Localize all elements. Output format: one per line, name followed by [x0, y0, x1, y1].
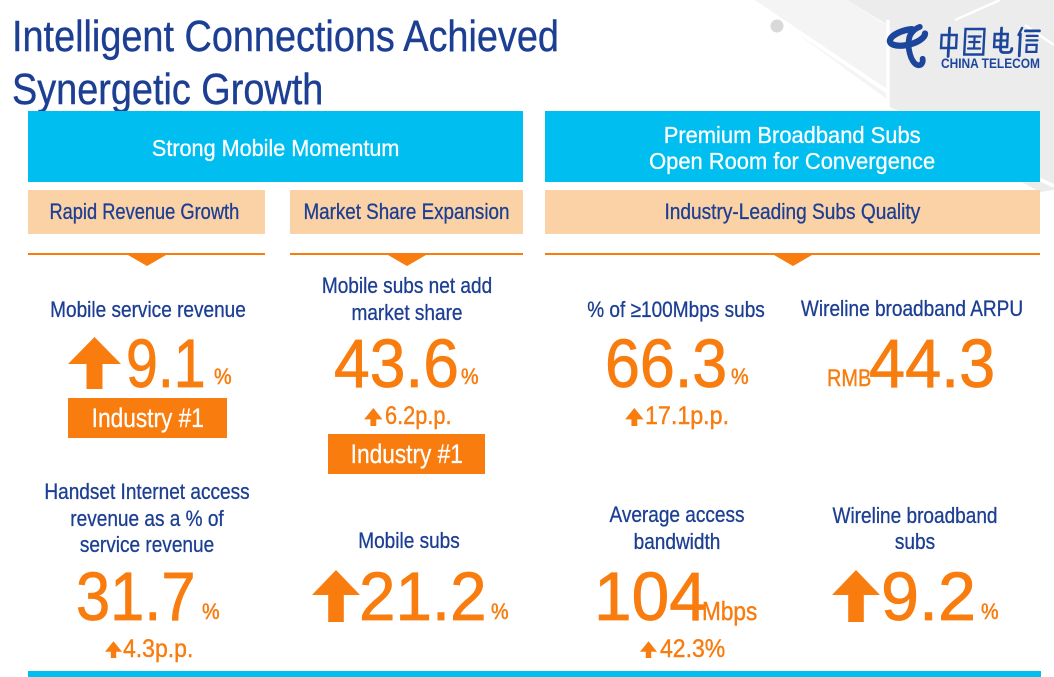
svg-text:CHINA TELECOM: CHINA TELECOM: [941, 55, 1040, 71]
